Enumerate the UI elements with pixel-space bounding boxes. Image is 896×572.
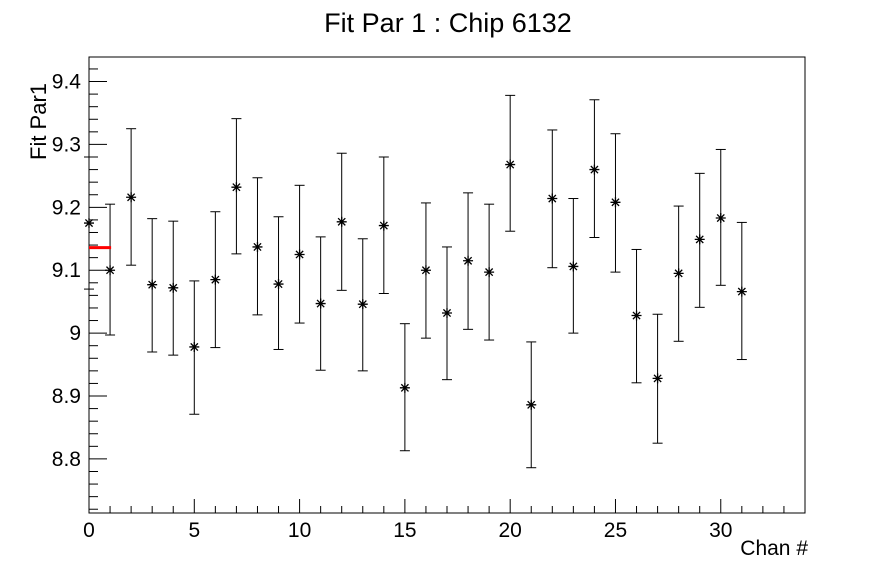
data-point-marker [589, 164, 600, 175]
data-point-marker [231, 182, 242, 193]
y-tick-label: 9.2 [52, 196, 81, 219]
data-point-marker [294, 249, 305, 260]
data-point-marker [105, 265, 116, 276]
data-point-marker [652, 373, 663, 384]
data-point-marker [147, 279, 158, 290]
y-tick-label: 9.4 [52, 71, 82, 94]
data-point-marker [336, 216, 347, 227]
data-point-marker [526, 399, 537, 410]
x-axis-title: Chan # [740, 537, 808, 560]
y-tick-label: 9 [69, 322, 81, 345]
data-point-marker [547, 193, 558, 204]
data-point-marker [273, 279, 284, 290]
x-tick-label: 5 [188, 519, 200, 542]
x-tick-label: 0 [83, 519, 95, 542]
data-point-marker [210, 274, 221, 285]
data-point-marker [189, 341, 200, 352]
x-tick-label: 25 [604, 519, 627, 542]
data-point-marker [126, 192, 137, 203]
data-point-marker [315, 298, 326, 309]
data-point-marker [484, 267, 495, 278]
data-point-marker [631, 310, 642, 321]
y-tick-label: 9.3 [52, 133, 81, 156]
plot-title: Fit Par 1 : Chip 6132 [324, 8, 572, 38]
x-tick-label: 10 [288, 519, 311, 542]
data-point-marker [568, 261, 579, 272]
x-tick-label: 20 [498, 519, 521, 542]
data-point-marker [463, 255, 474, 266]
y-tick-label: 8.9 [52, 385, 81, 408]
x-tick-label: 30 [709, 519, 732, 542]
data-point-marker [673, 268, 684, 279]
data-point-marker [420, 265, 431, 276]
x-tick-label: 15 [393, 519, 416, 542]
data-point-marker [715, 213, 726, 224]
data-point-marker [442, 307, 452, 318]
data-point-marker [505, 159, 516, 170]
data-point-marker [252, 241, 263, 252]
y-tick-label: 8.8 [52, 448, 81, 471]
data-point-marker [399, 382, 410, 393]
data-point-marker [168, 282, 179, 293]
data-point-marker [378, 220, 389, 231]
data-point-marker [694, 234, 705, 245]
data-point-marker [610, 197, 621, 208]
data-point-marker [84, 218, 94, 229]
data-point-marker [736, 286, 747, 297]
data-point-marker [357, 299, 368, 310]
y-tick-label: 9.1 [52, 259, 81, 282]
